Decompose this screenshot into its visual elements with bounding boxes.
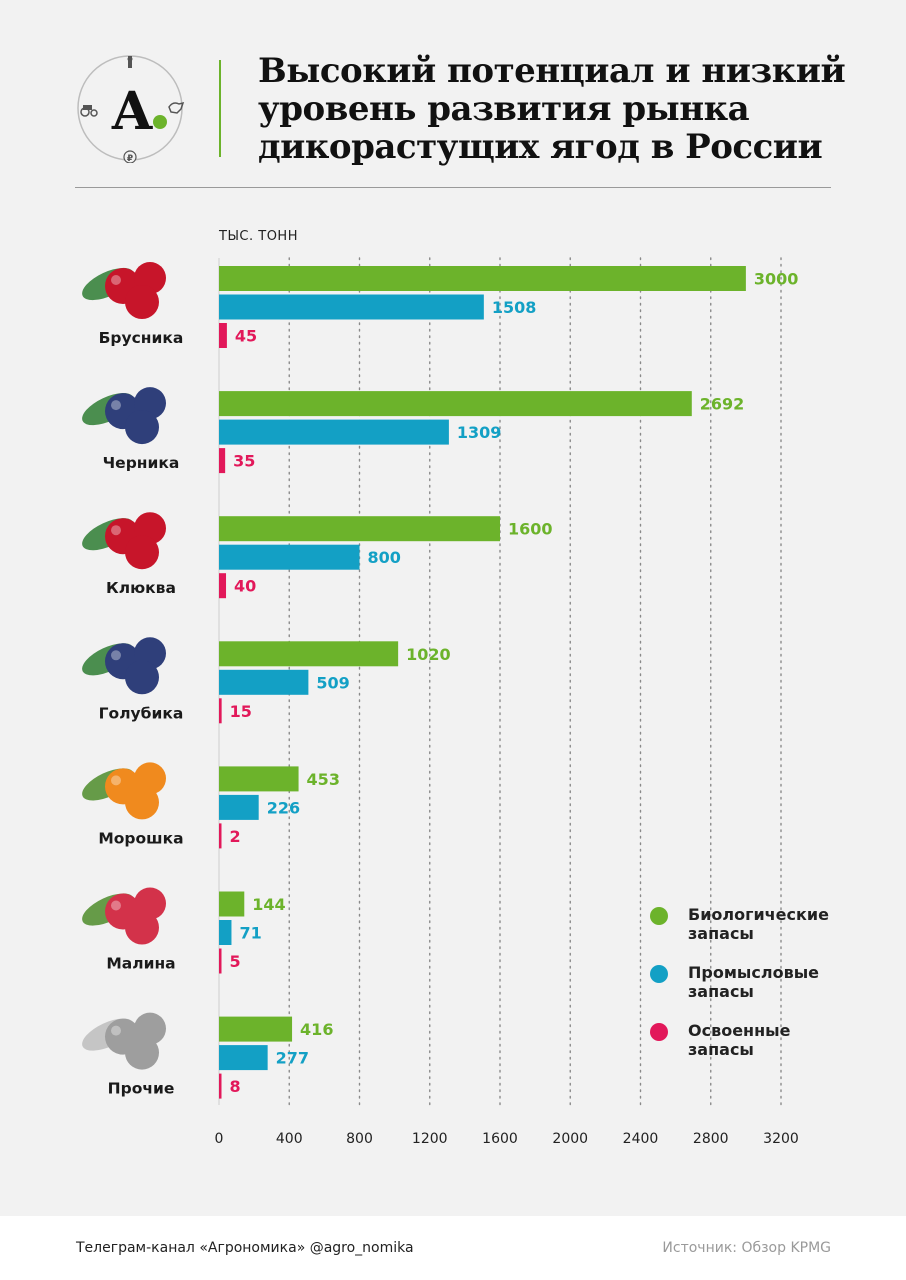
legend-label: Промысловые: [688, 963, 820, 982]
ruble-icon: ₽: [127, 154, 133, 163]
legend-label: Биологические: [688, 905, 829, 924]
berry-highlight-icon: [111, 900, 121, 911]
data-label: 40: [234, 577, 256, 596]
bar: [219, 448, 226, 474]
x-tick-label: 2800: [693, 1131, 729, 1147]
data-label: 416: [300, 1020, 333, 1039]
title-line: дикорастущих ягод в России: [258, 127, 823, 167]
data-label: 5: [230, 952, 241, 971]
bar: [219, 544, 360, 570]
data-label: 2692: [700, 395, 745, 414]
berry-highlight-icon: [111, 1025, 121, 1036]
bar: [219, 641, 399, 667]
bar: [219, 391, 692, 417]
berry-icon: [125, 410, 159, 445]
data-label: 144: [252, 895, 285, 914]
bar: [219, 573, 227, 599]
data-label: 71: [239, 924, 261, 943]
logo-letter: А: [111, 81, 153, 142]
berry-icon: [125, 1035, 159, 1070]
header-rule: [75, 187, 831, 188]
category-label: Голубика: [99, 704, 184, 722]
bar: [219, 1045, 268, 1071]
telegram-channel-credit: Телеграм-канал «Агрономика» @agro_nomika: [76, 1240, 414, 1256]
title-divider: [219, 60, 221, 157]
bar: [219, 1016, 293, 1042]
unit-label: ТЫС. ТОНН: [219, 229, 298, 244]
category-label: Брусника: [99, 329, 184, 347]
bar: [219, 766, 299, 792]
bar: [219, 1073, 222, 1099]
data-label: 226: [267, 798, 300, 817]
bar: [219, 920, 232, 945]
data-label: 453: [307, 770, 340, 789]
berry-icon: [125, 785, 159, 820]
bar-chart: 0 400 800 1200 1600 2000 2400 2800 3200Брусника3…: [82, 257, 799, 1147]
legend-label: запасы: [688, 1040, 754, 1059]
legend-label: запасы: [688, 924, 754, 943]
agronomika-logo: А ₽: [75, 53, 185, 164]
x-tick-label: 0: [215, 1131, 224, 1147]
legend-label: Освоенные: [688, 1021, 791, 1040]
category-label: Клюква: [106, 579, 176, 597]
data-label: 277: [276, 1049, 309, 1068]
data-label: 8: [230, 1077, 241, 1096]
bar: [219, 669, 309, 695]
x-tick-label: 2400: [623, 1131, 659, 1147]
legend-label: запасы: [688, 982, 754, 1001]
bar: [219, 891, 245, 917]
x-tick-label: 1600: [482, 1131, 518, 1147]
berry-highlight-icon: [111, 400, 121, 411]
bar: [219, 419, 449, 445]
bar: [219, 948, 222, 974]
berry-highlight-icon: [111, 650, 121, 661]
category-label: Прочие: [108, 1080, 175, 1098]
data-label: 1020: [406, 645, 451, 664]
berry-icon: [125, 660, 159, 695]
category-label: Морошка: [98, 829, 183, 847]
data-label: 45: [235, 327, 257, 346]
title-line: Высокий потенциал и низкий: [258, 51, 846, 91]
legend-dot: [650, 907, 668, 925]
data-label: 2: [230, 827, 241, 846]
x-tick-label: 2000: [552, 1131, 588, 1147]
page-title: Высокий потенциал и низкий уровень разви…: [258, 52, 858, 166]
berry-highlight-icon: [111, 275, 121, 285]
berry-icon: [125, 910, 159, 945]
berry-icon: [125, 535, 159, 570]
footer: Телеграм-канал «Агрономика» @agro_nomika…: [0, 1216, 906, 1280]
bar: [219, 294, 484, 320]
berry-icon: [125, 285, 159, 319]
cow-icon: [168, 101, 185, 114]
berry-highlight-icon: [111, 775, 121, 786]
category-label: Черника: [103, 454, 180, 472]
data-label: 1600: [508, 520, 553, 539]
category-label: Малина: [106, 955, 175, 973]
data-label: 3000: [754, 270, 799, 289]
data-label: 509: [316, 673, 349, 692]
bar: [219, 823, 222, 849]
bar: [219, 698, 222, 724]
source-credit: Источник: Обзор KPMG: [662, 1240, 831, 1256]
bar: [219, 266, 746, 291]
data-label: 35: [233, 452, 255, 471]
title-line: уровень развития рынка: [258, 89, 750, 129]
bar: [219, 794, 259, 820]
legend-dot: [650, 1023, 668, 1041]
tractor-icon: [80, 105, 98, 117]
x-tick-label: 3200: [763, 1131, 799, 1147]
data-label: 1309: [457, 423, 502, 442]
wheat-icon: [127, 56, 133, 68]
bar: [219, 323, 227, 348]
bar: [219, 516, 500, 542]
legend-dot: [650, 965, 668, 983]
data-label: 15: [230, 702, 252, 721]
data-label: 800: [368, 548, 401, 567]
data-label: 1508: [492, 298, 537, 317]
x-tick-label: 400: [276, 1131, 303, 1147]
berry-highlight-icon: [111, 525, 121, 536]
x-tick-label: 1200: [412, 1131, 448, 1147]
x-tick-label: 800: [346, 1131, 373, 1147]
